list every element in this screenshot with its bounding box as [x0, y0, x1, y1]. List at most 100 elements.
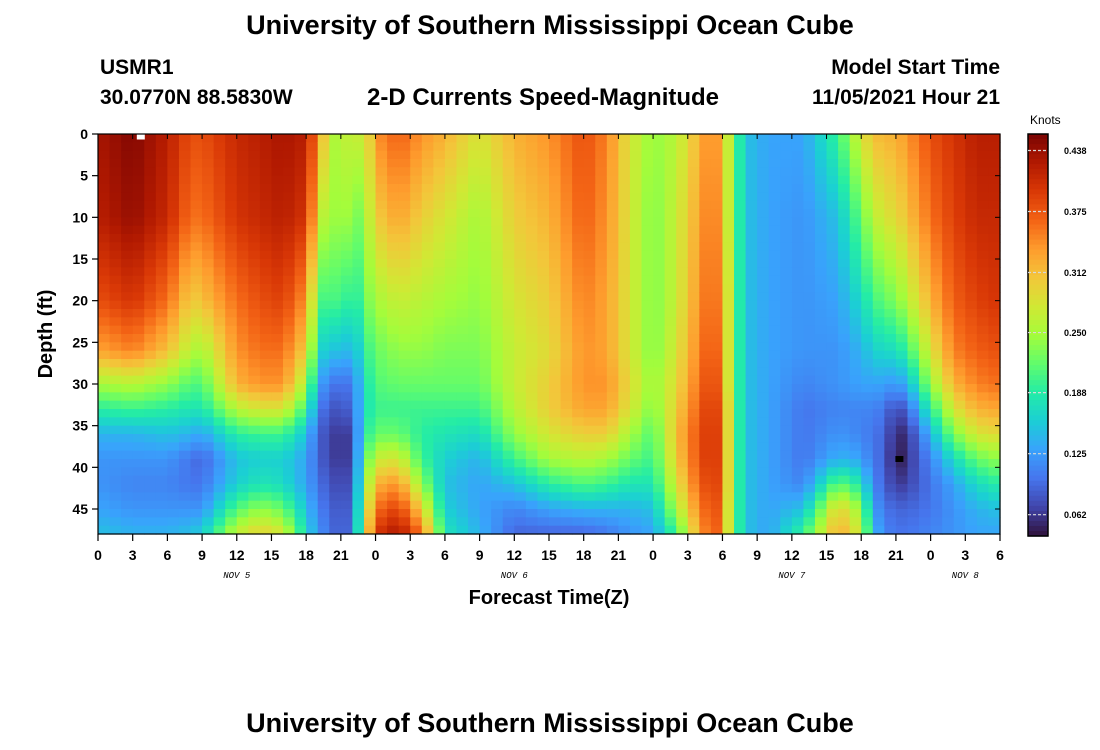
heatmap-cell	[757, 317, 770, 327]
heatmap-cell	[144, 217, 157, 227]
heatmap-cell	[988, 209, 1001, 218]
heatmap-cell	[988, 292, 1001, 302]
heatmap-cell	[456, 234, 469, 243]
heatmap-cell	[225, 242, 238, 252]
heatmap-cell	[583, 425, 596, 435]
heatmap-cell	[699, 267, 712, 277]
heatmap-cell	[410, 475, 423, 485]
heatmap-cell	[965, 242, 978, 252]
heatmap-cell	[132, 392, 145, 402]
heatmap-cell	[259, 450, 273, 460]
heatmap-cell	[98, 217, 111, 227]
heatmap-cell	[722, 150, 735, 160]
heatmap-cell	[560, 317, 573, 327]
heatmap-cell	[583, 300, 596, 310]
heatmap-cell	[953, 334, 966, 343]
heatmap-cell	[976, 459, 990, 468]
colorbar-segment	[1028, 239, 1048, 246]
heatmap-cell	[572, 217, 585, 227]
heatmap-cell	[491, 234, 504, 243]
heatmap-cell	[329, 234, 342, 243]
heatmap-cell	[329, 142, 342, 152]
heatmap-cell	[144, 134, 157, 143]
heatmap-cell	[814, 492, 828, 502]
y-tick-label: 20	[72, 293, 88, 309]
heatmap-cell	[699, 375, 712, 385]
heatmap-cell	[352, 492, 365, 502]
heatmap-cell	[190, 242, 203, 252]
heatmap-cell	[213, 367, 226, 377]
heatmap-cell	[826, 292, 839, 302]
heatmap-cell	[190, 359, 203, 368]
heatmap-cell	[560, 342, 573, 352]
heatmap-cell	[537, 467, 550, 477]
heatmap-cell	[757, 275, 770, 285]
heatmap-cell	[144, 517, 157, 527]
heatmap-cell	[641, 409, 654, 418]
heatmap-cell	[560, 492, 573, 502]
heatmap-cell	[444, 417, 458, 427]
heatmap-cell	[109, 300, 122, 310]
colorbar-gradient	[1028, 134, 1048, 537]
heatmap-cell	[329, 259, 342, 268]
heatmap-cell	[757, 400, 770, 410]
heatmap-cell	[525, 350, 539, 360]
heatmap-cell	[629, 442, 643, 452]
heatmap-cell	[398, 492, 411, 502]
heatmap-cell	[375, 342, 388, 352]
heatmap-cell	[734, 217, 747, 227]
heatmap-cell	[202, 184, 215, 193]
heatmap-cell	[988, 334, 1001, 343]
heatmap-cell	[965, 350, 978, 360]
colorbar-tick-label: 0.312	[1064, 268, 1087, 278]
heatmap-cell	[722, 275, 735, 285]
heatmap-cell	[618, 500, 631, 510]
heatmap-cell	[271, 142, 284, 152]
heatmap-cell	[433, 375, 446, 385]
heatmap-cell	[849, 159, 862, 168]
heatmap-cell	[629, 200, 643, 210]
heatmap-cell	[375, 167, 388, 177]
heatmap-cell	[653, 225, 666, 235]
heatmap-cell	[768, 217, 781, 227]
colorbar-segment	[1028, 530, 1048, 537]
heatmap-cell	[595, 467, 608, 477]
heatmap-cell	[919, 492, 932, 502]
heatmap-cell	[202, 450, 215, 460]
heatmap-cell	[306, 159, 319, 168]
heatmap-cell	[283, 200, 296, 210]
heatmap-cell	[202, 217, 215, 227]
heatmap-cell	[664, 284, 677, 293]
heatmap-cell	[468, 384, 481, 393]
heatmap-cell	[248, 259, 261, 268]
heatmap-cell	[583, 267, 596, 277]
heatmap-cell	[838, 184, 851, 193]
heatmap-cell	[583, 434, 596, 443]
heatmap-cell	[178, 525, 192, 535]
colorbar-segment	[1028, 284, 1048, 291]
heatmap-cell	[953, 275, 966, 285]
heatmap-cell	[248, 217, 261, 227]
heatmap-cell	[965, 142, 978, 152]
y-tick-label: 10	[72, 209, 88, 225]
heatmap-cell	[525, 334, 539, 343]
heatmap-cell	[167, 475, 180, 485]
heatmap-cell	[653, 275, 666, 285]
heatmap-cell	[687, 450, 700, 460]
heatmap-cell	[606, 292, 619, 302]
heatmap-cell	[294, 475, 307, 485]
heatmap-cell	[306, 209, 319, 218]
heatmap-cell	[525, 375, 539, 385]
heatmap-cell	[144, 225, 157, 235]
heatmap-cell	[340, 484, 354, 493]
heatmap-cell	[375, 309, 388, 318]
heatmap-cell	[907, 492, 920, 502]
heatmap-cell	[340, 142, 354, 152]
heatmap-cell	[410, 442, 423, 452]
heatmap-cell	[329, 425, 342, 435]
heatmap-cell	[340, 234, 354, 243]
heatmap-cell	[502, 500, 515, 510]
heatmap-cell	[271, 500, 284, 510]
heatmap-cell	[433, 225, 446, 235]
heatmap-cell	[121, 167, 134, 177]
